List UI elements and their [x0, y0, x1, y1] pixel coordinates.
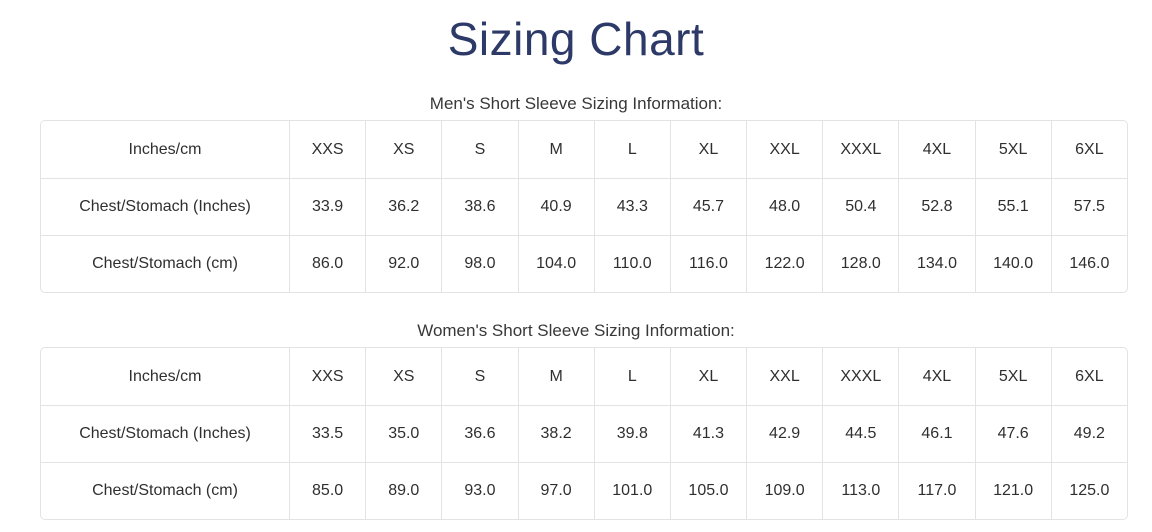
value-cell: 44.5 — [822, 405, 899, 462]
size-header-cell: 4XL — [898, 121, 974, 178]
womens-sizing-table: Inches/cm XXS XS S M L XL XXL XXXL 4XL 5XL 6XL Chest… — [40, 347, 1128, 520]
value-cell: 35.0 — [365, 405, 442, 462]
mens-sizing-table: Inches/cm XXS XS S M L XL XXL XXXL 4XL 5XL 6XL Chest… — [40, 120, 1128, 293]
size-header-cell: XXXL — [822, 121, 898, 178]
mens-table-caption: Men's Short Sleeve Sizing Information: — [429, 94, 723, 113]
value-cell: 117.0 — [898, 462, 975, 519]
value-cell: 39.8 — [593, 405, 670, 462]
value-cell: 49.2 — [1050, 405, 1127, 462]
value-cell: 38.2 — [517, 405, 594, 462]
table-row: Chest/Stomach (Inches) 33.9 36.2 38.6 40.9 43… — [41, 178, 1127, 235]
size-header-cell: XL — [669, 121, 746, 178]
page-title: Sizing Chart — [447, 13, 705, 65]
value-cell: 93.0 — [441, 462, 518, 519]
womens-table-caption: Women's Short Sleeve Sizing Information: — [417, 321, 735, 340]
value-cell: 92.0 — [365, 235, 442, 292]
value-cell: 46.1 — [898, 405, 975, 462]
units-header-cell: Inches/cm — [128, 367, 202, 385]
size-header-row: Inches/cm XXS XS S M L XL XXL XXXL 4XL 5XL 6XL — [41, 348, 1127, 405]
value-cell: 98.0 — [441, 235, 518, 292]
size-header-cell: XXS — [289, 348, 365, 405]
size-header-cell: M — [517, 348, 594, 405]
value-cell: 116.0 — [669, 235, 747, 292]
value-cell: 105.0 — [669, 462, 747, 519]
value-cell: 47.6 — [974, 405, 1051, 462]
value-cell: 140.0 — [974, 235, 1051, 292]
value-cell: 89.0 — [365, 462, 442, 519]
size-header-cell: S — [441, 348, 517, 405]
row-label-cell: Chest/Stomach (cm) — [41, 462, 289, 519]
size-header-cell: XS — [365, 121, 441, 178]
row-label-cell: Chest/Stomach (Inches) — [41, 405, 289, 462]
value-cell: 97.0 — [517, 462, 594, 519]
value-cell: 86.0 — [289, 235, 366, 292]
value-cell: 57.5 — [1050, 178, 1127, 235]
table-row: Chest/Stomach (cm) 85.0 89.0 93.0 97.0 101.0 1… — [41, 462, 1127, 519]
size-header-row: Inches/cm XXS XS S M L XL XXL XXXL 4XL 5XL 6XL — [41, 121, 1127, 178]
value-cell: 38.6 — [441, 178, 518, 235]
size-header-cell: XL — [669, 348, 746, 405]
value-cell: 122.0 — [746, 235, 823, 292]
size-header-cell: 6XL — [1050, 121, 1127, 178]
value-cell: 42.9 — [746, 405, 823, 462]
value-cell: 55.1 — [974, 178, 1051, 235]
size-header-cell: 4XL — [898, 348, 974, 405]
size-header-cell: 5XL — [974, 121, 1051, 178]
value-cell: 45.7 — [669, 178, 747, 235]
size-header-cell: XXL — [746, 121, 822, 178]
size-header-cell: XXXL — [822, 348, 898, 405]
value-cell: 33.5 — [289, 405, 366, 462]
value-cell: 52.8 — [898, 178, 975, 235]
value-cell: 128.0 — [822, 235, 899, 292]
size-header-cell: L — [593, 348, 670, 405]
value-cell: 43.3 — [593, 178, 670, 235]
value-cell: 85.0 — [289, 462, 366, 519]
value-cell: 101.0 — [593, 462, 670, 519]
value-cell: 134.0 — [898, 235, 975, 292]
table-row: Chest/Stomach (Inches) 33.5 35.0 36.6 38.2 39… — [41, 405, 1127, 462]
size-header-cell: XXS — [289, 121, 365, 178]
units-header-cell: Inches/cm — [128, 140, 202, 158]
value-cell: 50.4 — [822, 178, 899, 235]
value-cell: 109.0 — [746, 462, 823, 519]
value-cell: 121.0 — [974, 462, 1051, 519]
value-cell: 41.3 — [669, 405, 747, 462]
size-header-cell: 6XL — [1050, 348, 1127, 405]
value-cell: 33.9 — [289, 178, 366, 235]
size-header-cell: XXL — [746, 348, 822, 405]
size-header-cell: M — [517, 121, 594, 178]
value-cell: 40.9 — [517, 178, 594, 235]
value-cell: 110.0 — [593, 235, 670, 292]
value-cell: 104.0 — [517, 235, 594, 292]
size-header-cell: L — [593, 121, 670, 178]
size-header-cell: XS — [365, 348, 441, 405]
size-header-cell: 5XL — [974, 348, 1051, 405]
value-cell: 125.0 — [1050, 462, 1127, 519]
value-cell: 48.0 — [746, 178, 823, 235]
row-label-cell: Chest/Stomach (Inches) — [41, 178, 289, 235]
value-cell: 146.0 — [1050, 235, 1127, 292]
table-row: Chest/Stomach (cm) 86.0 92.0 98.0 104.0 110.0… — [41, 235, 1127, 292]
row-label-cell: Chest/Stomach (cm) — [41, 235, 289, 292]
size-header-cell: S — [441, 121, 517, 178]
value-cell: 113.0 — [822, 462, 899, 519]
value-cell: 36.6 — [441, 405, 518, 462]
value-cell: 36.2 — [365, 178, 442, 235]
